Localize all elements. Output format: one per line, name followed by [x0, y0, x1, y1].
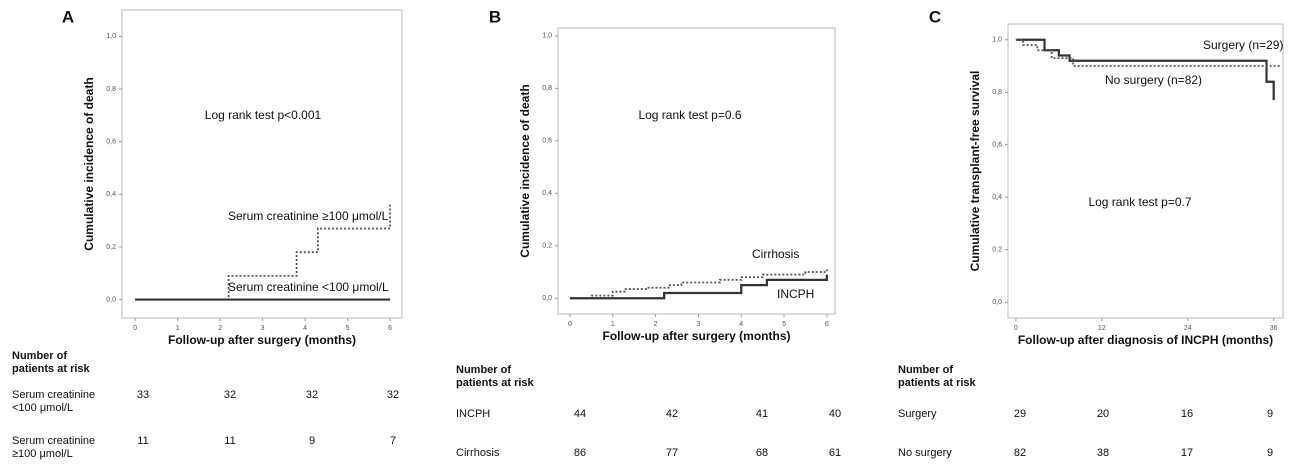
series-label: Surgery (n=29) — [1203, 38, 1283, 52]
y-tick-label: 0,6 — [106, 138, 116, 145]
risk-row-label: No surgery — [898, 447, 952, 459]
risk-count: 11 — [224, 435, 235, 447]
risk-count: 32 — [224, 389, 236, 401]
y-axis-label: Cumulative incidence of death — [518, 84, 532, 257]
x-tick-label: 5 — [782, 321, 786, 328]
x-tick-label: 4 — [739, 321, 743, 328]
risk-count: 33 — [137, 389, 149, 401]
km-line — [1015, 38, 1275, 101]
y-tick-label: 1,0 — [992, 37, 1002, 44]
y-tick-label: 0,4 — [542, 190, 552, 197]
risk-count: 82 — [1014, 447, 1026, 459]
km-line — [569, 274, 828, 300]
y-tick-label: 0,0 — [106, 296, 116, 303]
risk-count: 32 — [387, 389, 399, 401]
risk-count: 9 — [309, 435, 315, 447]
plot-frame — [121, 9, 403, 319]
km-line — [569, 269, 828, 300]
panel-label: B — [489, 7, 501, 26]
y-tick-label: 0,6 — [542, 138, 552, 145]
risk-count: 41 — [756, 408, 768, 420]
risk-count: 9 — [1267, 408, 1273, 420]
risk-count: 7 — [390, 435, 396, 447]
risk-count: 44 — [574, 408, 586, 420]
x-tick-label: 0 — [1014, 325, 1018, 332]
x-tick-label: 0 — [568, 321, 572, 328]
x-tick-label: 0 — [133, 325, 137, 332]
y-tick-label: 0,8 — [992, 89, 1002, 96]
y-tick-label: 0,2 — [106, 244, 116, 251]
y-tick-label: 0,6 — [992, 142, 1002, 149]
y-tick-label: 0,0 — [992, 299, 1002, 306]
panel-label: C — [929, 7, 941, 26]
y-tick-label: 1,0 — [542, 33, 552, 40]
y-axis-label: Cumulative transplant-free survival — [968, 71, 982, 272]
risk-row-label: Surgery — [898, 408, 937, 420]
series-label: Serum creatinine <100 μmol/L — [228, 280, 389, 294]
km-line — [135, 204, 392, 301]
risk-count: 68 — [756, 447, 768, 459]
risk-count: 40 — [829, 408, 841, 420]
km-line — [1015, 38, 1281, 67]
risk-count: 32 — [306, 389, 318, 401]
x-tick-label: 3 — [696, 321, 700, 328]
risk-count: 38 — [1097, 447, 1109, 459]
risk-count: 77 — [666, 447, 678, 459]
y-tick-label: 0,2 — [992, 247, 1002, 254]
x-tick-label: 1 — [176, 325, 180, 332]
panel-label: A — [62, 7, 74, 26]
risk-count: 9 — [1267, 447, 1273, 459]
risk-header: Number of patients at risk — [12, 350, 91, 375]
x-tick-label: 3 — [261, 325, 265, 332]
series-label: No surgery (n=82) — [1105, 73, 1202, 87]
risk-row-label: INCPH — [456, 408, 490, 420]
risk-row-label: Cirrhosis — [456, 447, 500, 459]
x-tick-label: 4 — [303, 325, 307, 332]
x-tick-label: 2 — [218, 325, 222, 332]
y-tick-label: 0,2 — [542, 243, 552, 250]
x-tick-label: 1 — [611, 321, 615, 328]
y-tick-label: 0,0 — [542, 295, 552, 302]
risk-header: Number of patients at risk — [898, 364, 977, 389]
risk-count: 16 — [1181, 408, 1193, 420]
x-tick-label: 36 — [1270, 325, 1278, 332]
y-tick-label: 0,8 — [542, 85, 552, 92]
plot-frame — [557, 27, 836, 315]
y-tick-label: 0,8 — [106, 86, 116, 93]
risk-count: 42 — [666, 408, 678, 420]
x-tick-label: 6 — [825, 321, 829, 328]
annotation: Log rank test p=0.6 — [638, 108, 741, 122]
risk-row-label: Serum creatinine ≥100 μmol/L — [12, 435, 95, 460]
risk-count: 61 — [829, 447, 841, 459]
x-axis-label: Follow-up after surgery (months) — [168, 333, 356, 347]
y-tick-label: 0,4 — [106, 191, 116, 198]
annotation: Log rank test p=0.7 — [1088, 195, 1191, 209]
x-tick-label: 5 — [346, 325, 350, 332]
x-tick-label: 2 — [654, 321, 658, 328]
risk-count: 11 — [137, 435, 148, 447]
risk-row-label: Serum creatinine <100 μmol/L — [12, 389, 95, 414]
risk-count: 20 — [1097, 408, 1109, 420]
series-label: Serum creatinine ≥100 μmol/L — [228, 209, 389, 223]
risk-header: Number of patients at risk — [456, 364, 535, 389]
y-axis-label: Cumulative incidence of death — [82, 77, 96, 250]
x-axis-label: Follow-up after diagnosis of INCPH (mont… — [1018, 333, 1273, 347]
x-tick-label: 12 — [1098, 325, 1106, 332]
annotation: Log rank test p<0.001 — [205, 108, 322, 122]
series-label: INCPH — [777, 287, 814, 301]
x-tick-label: 6 — [388, 325, 392, 332]
x-tick-label: 24 — [1184, 325, 1192, 332]
risk-count: 17 — [1181, 447, 1193, 459]
x-axis-label: Follow-up after surgery (months) — [602, 329, 790, 343]
series-label: Cirrhosis — [752, 247, 799, 261]
y-tick-label: 0,4 — [992, 194, 1002, 201]
risk-count: 86 — [574, 447, 586, 459]
plot-frame — [1007, 23, 1284, 319]
y-tick-label: 1,0 — [106, 33, 116, 40]
risk-count: 29 — [1014, 408, 1026, 420]
